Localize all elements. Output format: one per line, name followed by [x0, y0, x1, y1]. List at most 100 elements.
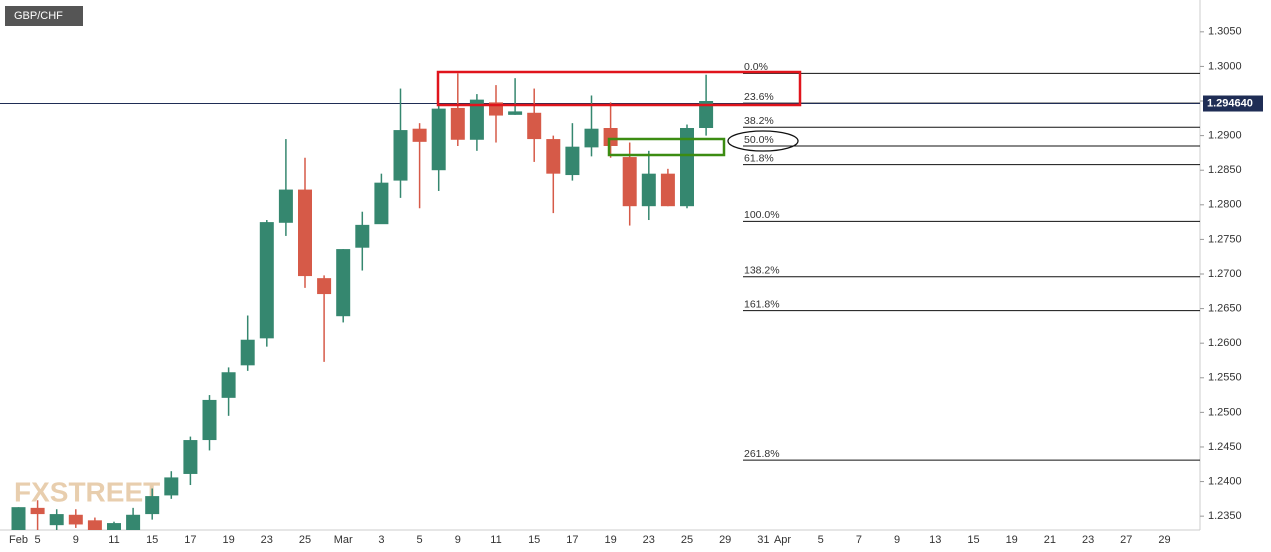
y-tick-label: 1.2400 [1208, 475, 1242, 487]
x-tick-label: Feb [9, 534, 28, 546]
candle-body [68, 514, 83, 525]
x-tick-label: 15 [528, 534, 540, 546]
y-tick-label: 1.3000 [1208, 60, 1242, 72]
y-tick-label: 1.2900 [1208, 130, 1242, 142]
x-tick-label: 27 [1120, 534, 1132, 546]
y-tick-label: 1.2450 [1208, 441, 1242, 453]
y-tick-label: 1.2700 [1208, 268, 1242, 280]
plot: 1.2350 1.2400 1.2450 1.2500 1.2550 1.2600 1.26… [0, 26, 1242, 546]
candle-body [202, 399, 217, 441]
x-tick-label: 19 [604, 534, 616, 546]
y-tick-label: 1.2500 [1208, 406, 1242, 418]
candle-body [317, 278, 332, 295]
x-tick-label: 11 [490, 534, 501, 546]
y-tick-label: 1.2750 [1208, 233, 1242, 245]
candle-body [164, 477, 179, 496]
candle-body [546, 139, 561, 174]
candle-body [355, 224, 370, 248]
x-tick-label: 25 [681, 534, 693, 546]
fib-label: 161.8% [744, 298, 780, 310]
fib-label: 38.2% [744, 115, 774, 127]
x-tick-label: Apr [774, 534, 791, 546]
candle-body [641, 173, 656, 207]
x-tick-label: Mar [334, 534, 353, 546]
candle-body [145, 496, 160, 515]
candle-body [30, 507, 45, 515]
x-tick-label: 23 [643, 534, 655, 546]
x-tick-label: 5 [818, 534, 824, 546]
candle-body [565, 146, 580, 176]
x-tick-label: 9 [73, 534, 79, 546]
candle-body [450, 107, 465, 140]
fib-label: 138.2% [744, 265, 780, 277]
y-tick-label: 1.2800 [1208, 199, 1242, 211]
y-tick-label: 1.2850 [1208, 164, 1242, 176]
candle-body [622, 157, 637, 207]
candle-body [298, 189, 312, 277]
x-tick-label: 23 [261, 534, 273, 546]
x-tick-label: 7 [856, 534, 862, 546]
x-tick-label: 25 [299, 534, 311, 546]
x-tick-label: 19 [1006, 534, 1018, 546]
x-tick-label: 21 [1044, 534, 1056, 546]
current-price-label: 1.294640 [1207, 97, 1253, 109]
candle-body [603, 128, 618, 146]
x-tick-label: 15 [146, 534, 158, 546]
fib-label: 100.0% [744, 209, 780, 221]
candle-body [259, 222, 274, 339]
x-tick-label: 17 [566, 534, 578, 546]
candle-body [527, 112, 542, 140]
fib-label: 261.8% [744, 448, 780, 460]
x-tick-label: 11 [108, 534, 119, 546]
candle-body [240, 339, 255, 366]
logo: FXSTREET [14, 476, 160, 507]
candle-body [393, 130, 408, 181]
candle-body [584, 128, 599, 148]
price-label-box [1203, 95, 1263, 112]
fib-label: 61.8% [744, 152, 774, 164]
candle-body [431, 108, 446, 171]
x-tick-label: 31 [757, 534, 769, 546]
x-tick-label: 13 [929, 534, 941, 546]
y-tick-label: 1.2350 [1208, 510, 1242, 522]
candle-body [126, 514, 141, 530]
x-tick-label: 23 [1082, 534, 1094, 546]
candle-body [469, 99, 484, 140]
x-tick-label: 9 [455, 534, 461, 546]
highlight-ellipse [727, 130, 799, 152]
x-tick-label: 9 [894, 534, 900, 546]
candle-body [107, 523, 121, 530]
highlight-box [607, 137, 726, 157]
x-tick-label: 29 [719, 534, 731, 546]
candle-body [374, 182, 389, 225]
x-tick-label: 19 [222, 534, 234, 546]
fib-label: 50.0% [744, 134, 774, 146]
candle-body [11, 507, 26, 530]
candle-body [87, 520, 102, 530]
y-tick-label: 1.2650 [1208, 302, 1242, 314]
x-tick-label: 3 [378, 534, 384, 546]
x-tick-label: 29 [1158, 534, 1170, 546]
candle-body [660, 173, 675, 207]
y-tick-label: 1.2600 [1208, 337, 1242, 349]
title-box [5, 6, 83, 26]
x-tick-label: 15 [967, 534, 979, 546]
candle-body [221, 372, 236, 398]
chart-title: GBP/CHF [14, 10, 63, 22]
candle-body [183, 440, 198, 474]
candle-body [508, 111, 523, 115]
candle-body [412, 128, 427, 142]
fib-label: 0.0% [744, 61, 768, 73]
candle-body [49, 514, 64, 526]
candle-body [336, 249, 351, 317]
fib-label: 23.6% [744, 91, 774, 103]
y-tick-label: 1.2550 [1208, 372, 1242, 384]
candle-body [699, 101, 714, 129]
candle-body [278, 189, 293, 223]
highlight-box [436, 70, 802, 107]
x-tick-label: 5 [35, 534, 41, 546]
candle-body [680, 128, 694, 207]
y-tick-label: 1.3050 [1208, 26, 1242, 38]
x-tick-label: 17 [184, 534, 196, 546]
